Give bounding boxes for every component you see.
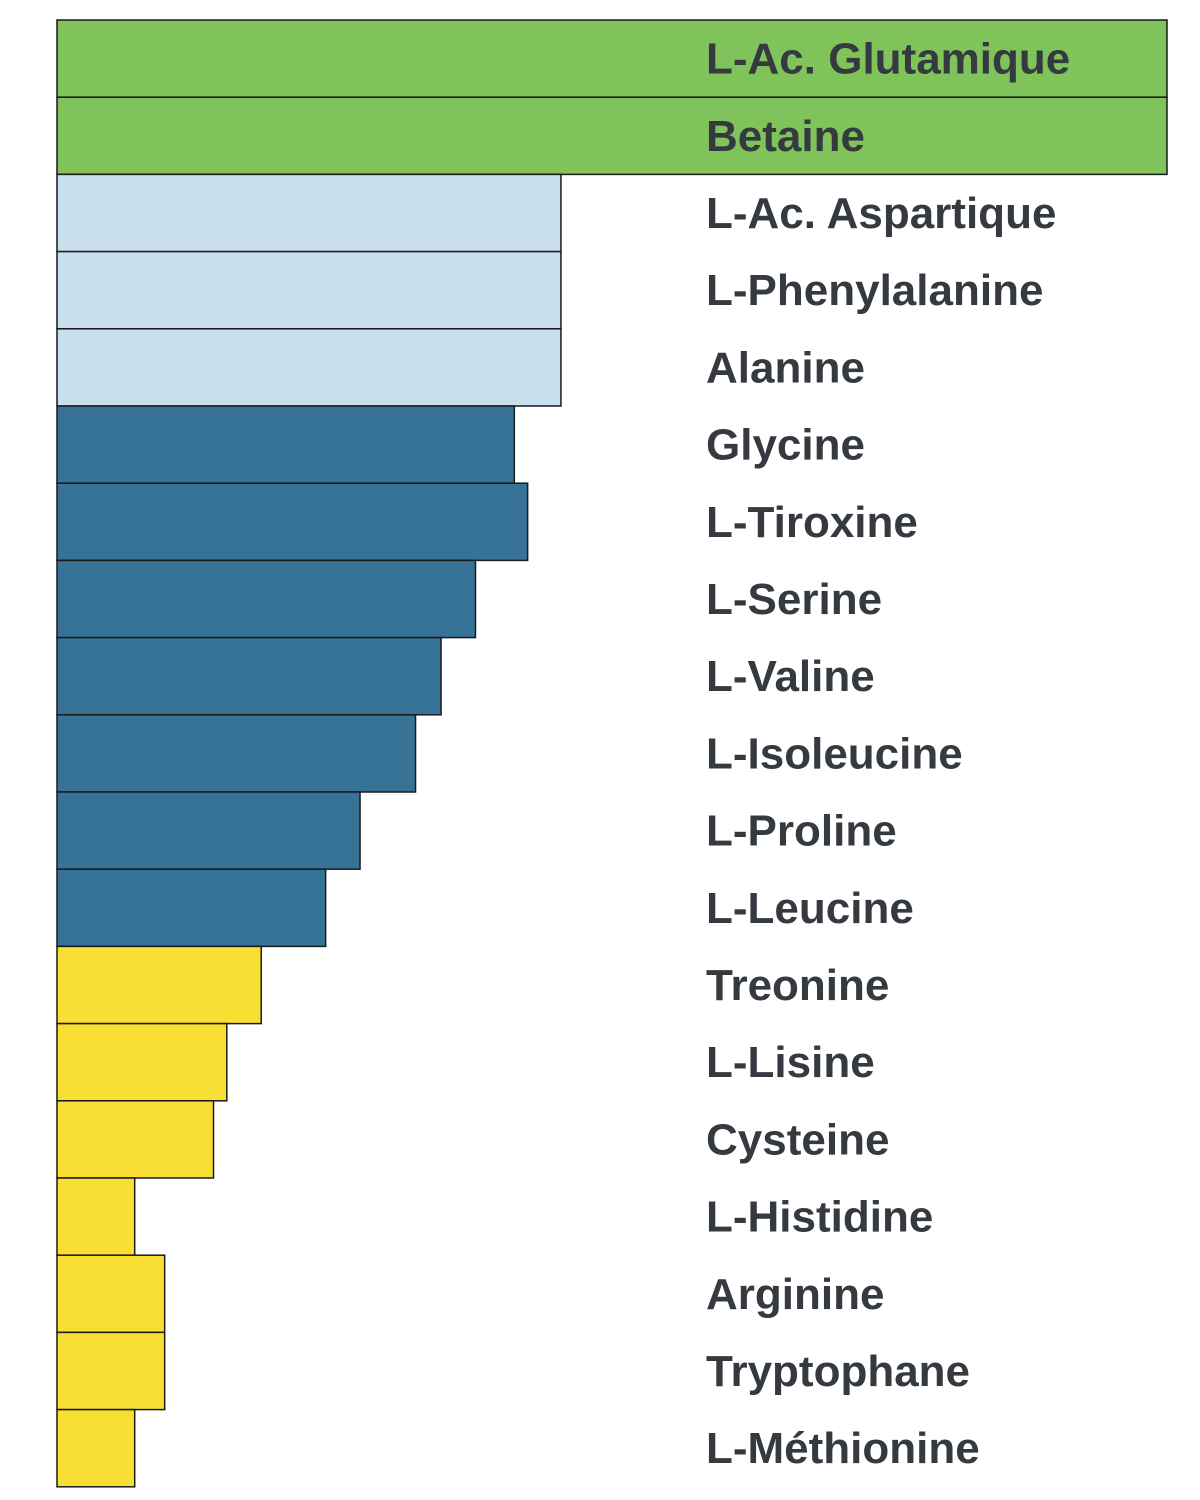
- category-label: Glycine: [706, 421, 865, 470]
- bar-l-isoleucine: [56, 714, 417, 793]
- category-label: L-Histidine: [706, 1193, 933, 1242]
- bar-arginine: [56, 1254, 166, 1334]
- category-label: Cysteine: [706, 1115, 889, 1164]
- bar-l-lisine: [56, 1022, 228, 1102]
- bar-l-ac-glutamique: [56, 19, 1168, 98]
- bar-l-leucine: [56, 868, 327, 948]
- category-label: Tryptophane: [706, 1347, 970, 1396]
- category-label: L-Serine: [706, 575, 882, 624]
- bar-l-serine: [56, 559, 477, 639]
- category-label: L-Tiroxine: [706, 498, 918, 547]
- bar-l-tiroxine: [56, 482, 529, 562]
- category-label: L-Lisine: [706, 1038, 875, 1087]
- category-label: L-Proline: [706, 807, 897, 856]
- bar-l-histidine: [56, 1177, 136, 1256]
- bar-l-m-thionine: [56, 1408, 136, 1488]
- bar-treonine: [56, 945, 262, 1025]
- category-label: L-Valine: [706, 652, 875, 701]
- category-label: L-Méthionine: [706, 1424, 980, 1473]
- category-label: Betaine: [706, 112, 865, 161]
- category-label: L-Isoleucine: [706, 729, 963, 778]
- category-label: Alanine: [706, 343, 865, 392]
- category-label: Treonine: [706, 961, 889, 1010]
- bar-betaine: [56, 96, 1168, 176]
- category-label: L-Leucine: [706, 884, 914, 933]
- bar-l-phenylalanine: [56, 250, 562, 330]
- category-label: L-Phenylalanine: [706, 266, 1043, 315]
- bar-l-proline: [56, 791, 361, 870]
- bars-group: [56, 19, 1168, 1488]
- labels-group: L-Ac. Glutamique Betaine L-Ac. Aspartique L…: [706, 35, 1070, 1474]
- bar-alanine: [56, 328, 562, 407]
- category-label: Arginine: [706, 1270, 884, 1319]
- category-label: L-Ac. Aspartique: [706, 189, 1056, 238]
- bar-l-valine: [56, 636, 442, 716]
- bar-l-ac-aspartique: [56, 173, 562, 253]
- bar-tryptophane: [56, 1331, 166, 1411]
- category-label: L-Ac. Glutamique: [706, 35, 1070, 84]
- bar-cysteine: [56, 1100, 215, 1179]
- bar-glycine: [56, 405, 516, 484]
